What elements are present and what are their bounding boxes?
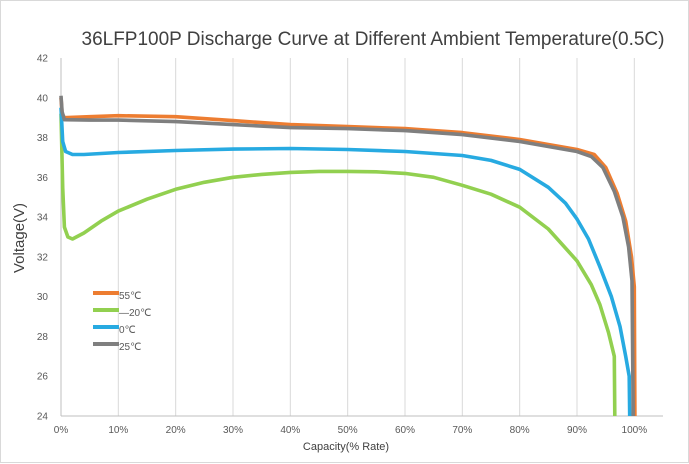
x-tick-label: 20% bbox=[166, 425, 186, 436]
x-tick-label: 0% bbox=[54, 425, 69, 436]
x-tick-label: 60% bbox=[395, 425, 415, 436]
y-tick-label: 40 bbox=[37, 93, 49, 104]
series-line-2 bbox=[59, 107, 632, 417]
x-axis-title: Capacity(% Rate) bbox=[303, 441, 389, 453]
x-tick-label: 10% bbox=[108, 425, 128, 436]
y-tick-label: 34 bbox=[37, 213, 49, 224]
y-tick-label: 36 bbox=[37, 173, 49, 184]
series-line-3 bbox=[59, 95, 635, 417]
legend-label-3: 25℃ bbox=[119, 342, 141, 353]
y-tick-label: 32 bbox=[37, 252, 49, 263]
legend-label-1: —20℃ bbox=[119, 308, 151, 319]
x-tick-label: 50% bbox=[338, 425, 358, 436]
series-layer bbox=[59, 95, 637, 417]
y-tick-label: 38 bbox=[37, 133, 49, 144]
legend-label-2: 0℃ bbox=[119, 325, 136, 336]
y-tick-label: 42 bbox=[37, 54, 49, 65]
x-tick-label: 100% bbox=[622, 425, 648, 436]
series-line-1 bbox=[59, 113, 617, 417]
x-tick-label: 70% bbox=[452, 425, 472, 436]
legend: 55℃ —20℃ 0℃ 25℃ bbox=[93, 291, 151, 353]
y-tick-label: 30 bbox=[37, 292, 49, 303]
y-tick-label: 26 bbox=[37, 372, 49, 383]
y-tick-label: 28 bbox=[37, 332, 49, 343]
axis-layer: 0% 10% 20% 30% 40% 50% 60% 70% 80% 90% 100% 24 26 28 3… bbox=[37, 54, 663, 436]
x-tick-label: 90% bbox=[567, 425, 587, 436]
y-axis-title: Voltage(V) bbox=[11, 203, 28, 273]
y-tick-label: 24 bbox=[37, 412, 49, 423]
x-tick-label: 30% bbox=[223, 425, 243, 436]
legend-label-0: 55℃ bbox=[119, 291, 141, 302]
x-tick-label: 40% bbox=[280, 425, 300, 436]
chart-title: 36LFP100P Discharge Curve at Different A… bbox=[82, 29, 665, 50]
x-tick-label: 80% bbox=[510, 425, 530, 436]
